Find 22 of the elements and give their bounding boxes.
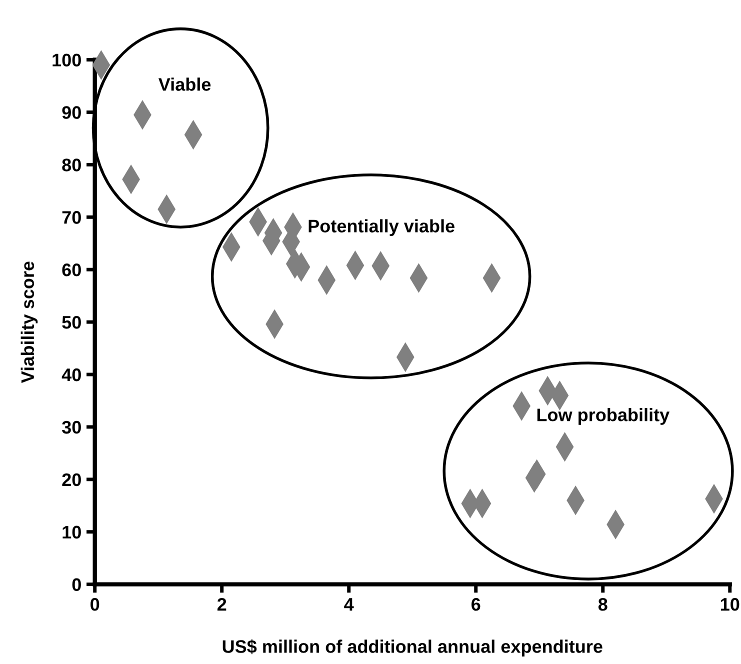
annotation: Potentially viable bbox=[308, 219, 454, 236]
y-tick-label: 0 bbox=[72, 578, 81, 592]
x-tick-label: 4 bbox=[344, 598, 354, 611]
y-tick-label: 40 bbox=[62, 368, 81, 382]
annotation: Low probability bbox=[537, 408, 670, 425]
y-axis-title: Viability score bbox=[20, 262, 38, 383]
y-tick-label: 10 bbox=[62, 526, 81, 539]
y-tick-label: 70 bbox=[62, 211, 81, 224]
x-tick-label: 10 bbox=[720, 598, 740, 611]
x-tick-label: 8 bbox=[598, 598, 608, 611]
y-tick-label: 20 bbox=[62, 473, 81, 486]
y-tick-label: 60 bbox=[62, 264, 81, 276]
x-axis-title: US$ million of additional annual expenditure bbox=[222, 639, 602, 656]
y-tick-label: 90 bbox=[62, 106, 81, 119]
x-tick-label: 0 bbox=[90, 598, 100, 611]
y-tick-label: 30 bbox=[62, 420, 81, 434]
y-tick-label: 100 bbox=[52, 54, 81, 66]
y-tick-label: 80 bbox=[62, 158, 81, 172]
x-tick-label: 2 bbox=[217, 598, 226, 611]
x-tick-label: 6 bbox=[472, 598, 480, 611]
y-tick-label: 50 bbox=[62, 316, 81, 329]
annotation: Viable bbox=[158, 78, 211, 91]
